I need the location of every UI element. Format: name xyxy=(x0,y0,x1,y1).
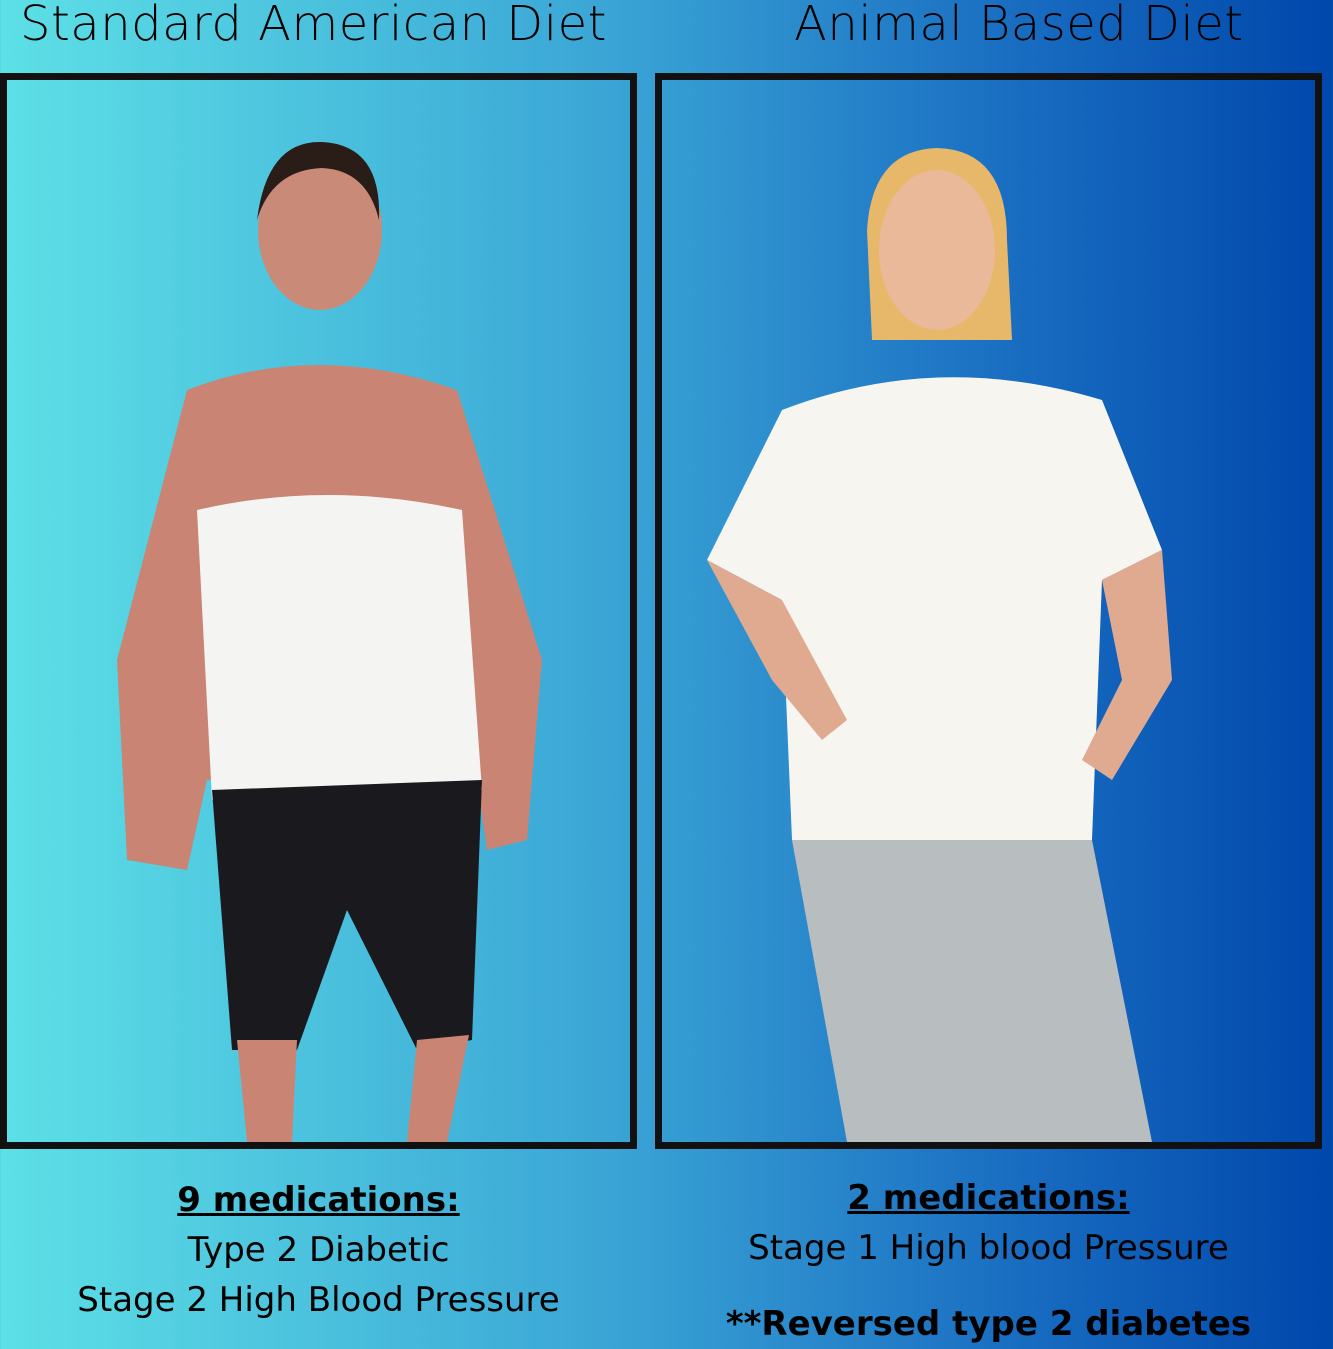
after-condition: Stage 1 High blood Pressure xyxy=(748,1228,1229,1268)
before-condition: Type 2 Diabetic xyxy=(187,1230,450,1270)
before-photo xyxy=(117,141,542,1142)
after-footnote: **Reversed type 2 diabetes xyxy=(725,1304,1252,1344)
before-medications: 9 medications: xyxy=(177,1180,460,1220)
left-title: Standard American Diet xyxy=(20,0,607,52)
after-photo xyxy=(707,148,1172,1142)
before-condition: Stage 2 High Blood Pressure xyxy=(77,1280,560,1320)
after-caption: 2 medications: Stage 1 High blood Pressu… xyxy=(655,1173,1322,1349)
before-caption: 9 medications: Type 2 Diabetic Stage 2 H… xyxy=(0,1175,637,1325)
before-photo-frame xyxy=(0,73,637,1149)
after-photo-frame xyxy=(655,73,1322,1149)
right-title: Animal Based Diet xyxy=(794,0,1244,52)
after-medications: 2 medications: xyxy=(847,1178,1130,1218)
